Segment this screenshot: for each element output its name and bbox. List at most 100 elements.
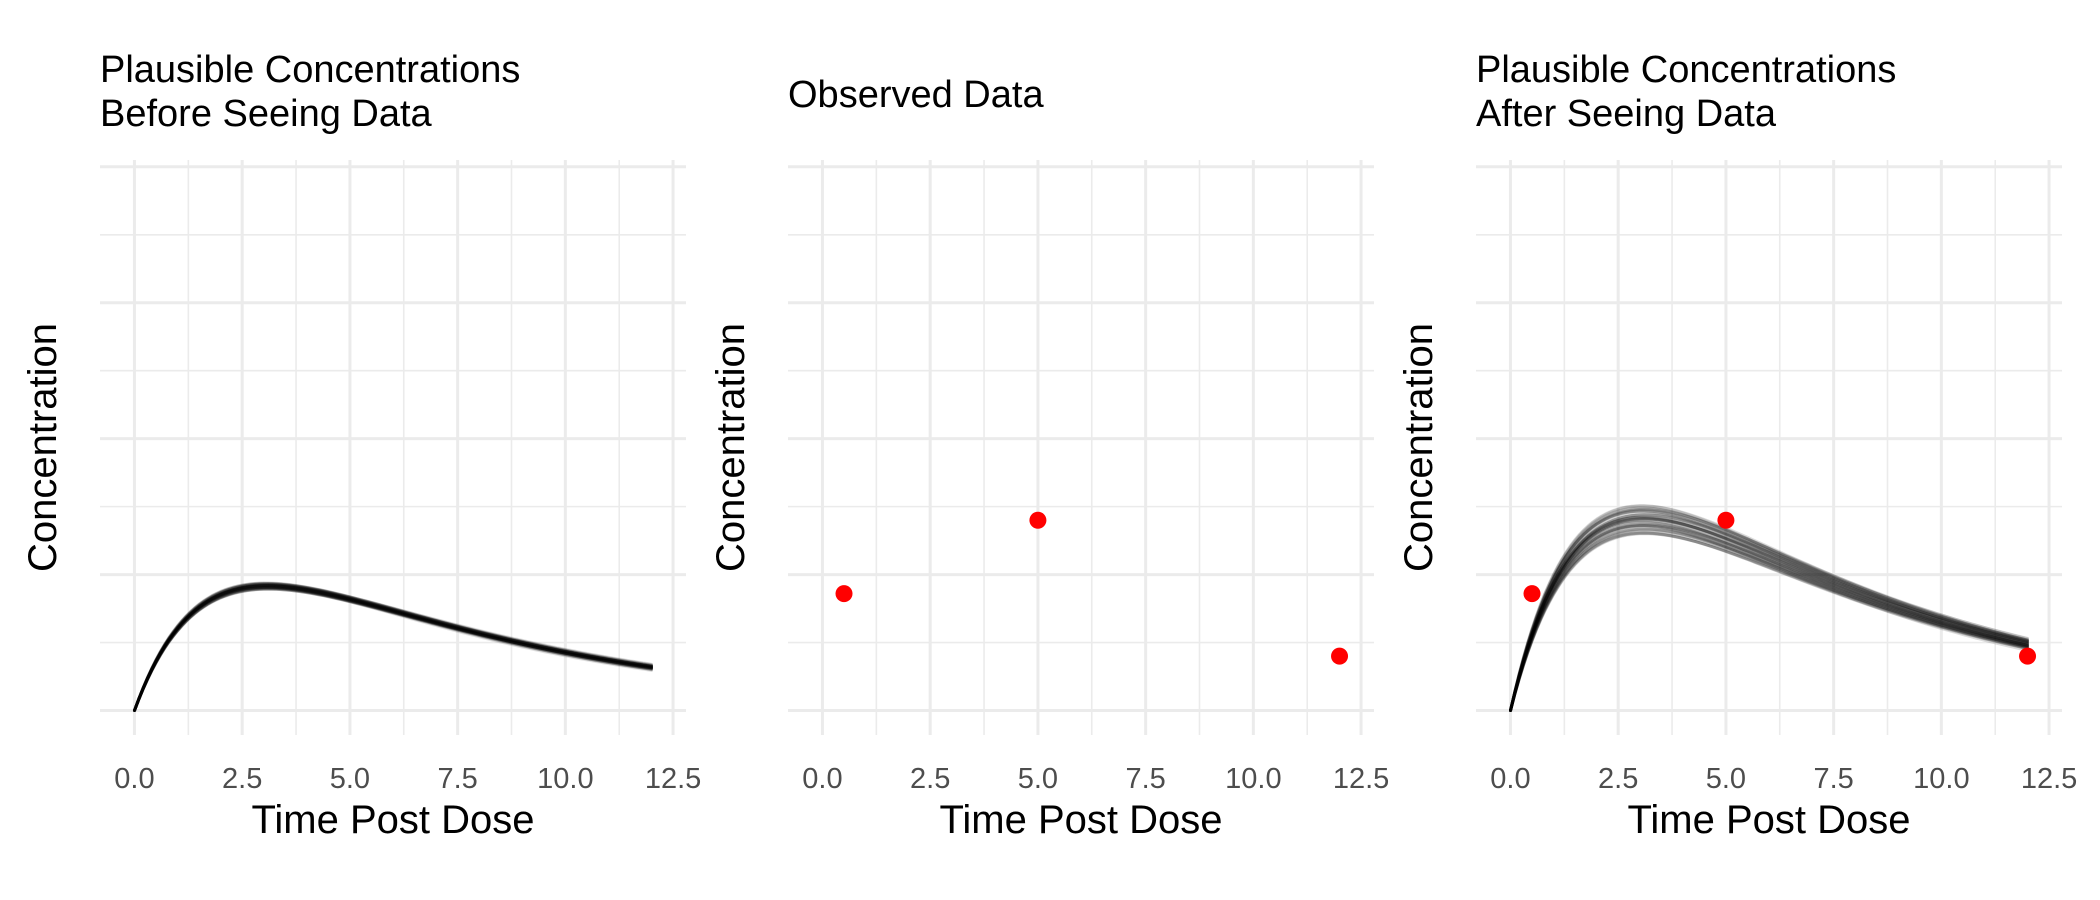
x-tick-label: 7.5 bbox=[1125, 763, 1165, 795]
concentration-curve bbox=[1509, 515, 2029, 712]
concentration-curve bbox=[133, 583, 653, 712]
panel-posterior-concentrations: 0.0 2.5 5.0 7.5 10.0 12.5 Time Post Dose Concen… bbox=[1397, 49, 2077, 842]
x-tick-label: 10.0 bbox=[1913, 763, 1969, 795]
observed-point bbox=[1717, 511, 1735, 529]
concentration-curve bbox=[133, 584, 653, 712]
x-axis-label: Time Post Dose bbox=[1627, 798, 1910, 842]
concentration-curve bbox=[133, 586, 653, 712]
curve-ensemble bbox=[1509, 504, 2029, 712]
concentration-curve bbox=[133, 584, 653, 712]
x-tick-label: 12.5 bbox=[1333, 763, 1389, 795]
y-axis-label: Concentration bbox=[709, 323, 753, 572]
concentration-curve bbox=[1509, 524, 2029, 712]
panel-prior-concentrations: 0.0 2.5 5.0 7.5 10.0 12.5 Time Post Dose Concen… bbox=[21, 49, 701, 842]
concentration-curve bbox=[1509, 531, 2029, 712]
x-tick-label: 7.5 bbox=[437, 763, 477, 795]
concentration-curve bbox=[133, 584, 653, 712]
concentration-curve bbox=[133, 587, 653, 712]
observed-point bbox=[1029, 511, 1047, 529]
concentration-curve bbox=[133, 586, 653, 712]
x-tick-label: 5.0 bbox=[1018, 763, 1058, 795]
concentration-curve bbox=[133, 583, 653, 712]
concentration-curve bbox=[133, 584, 653, 712]
panel-title-line: Observed Data bbox=[788, 74, 1044, 116]
concentration-curve bbox=[1509, 518, 2029, 712]
concentration-curve bbox=[133, 582, 653, 712]
concentration-curve bbox=[1509, 517, 2029, 712]
concentration-curve bbox=[1509, 531, 2029, 712]
concentration-curve bbox=[133, 582, 653, 712]
concentration-curve bbox=[1509, 524, 2029, 712]
concentration-curve bbox=[1509, 524, 2029, 712]
concentration-curve bbox=[1509, 524, 2029, 712]
x-tick-labels: 0.0 2.5 5.0 7.5 10.0 12.5 bbox=[802, 763, 1389, 795]
observed-point bbox=[1331, 647, 1349, 665]
concentration-curve bbox=[1509, 527, 2029, 712]
concentration-curve bbox=[1509, 506, 2029, 712]
concentration-curve bbox=[1509, 515, 2029, 712]
concentration-curve bbox=[1509, 513, 2029, 712]
observed-point bbox=[835, 585, 853, 603]
panel-title: Observed Data bbox=[788, 74, 1044, 116]
concentration-curve bbox=[1509, 521, 2029, 712]
concentration-curve bbox=[133, 583, 653, 712]
observed-points bbox=[1523, 511, 2037, 665]
concentration-curve bbox=[1509, 531, 2029, 712]
x-tick-label: 12.5 bbox=[645, 763, 701, 795]
concentration-curve bbox=[1509, 509, 2029, 712]
concentration-curve bbox=[1509, 522, 2029, 712]
concentration-curve bbox=[1509, 532, 2029, 712]
concentration-curve bbox=[133, 586, 653, 712]
concentration-curve bbox=[133, 583, 653, 712]
concentration-curve bbox=[133, 587, 653, 712]
concentration-curve bbox=[133, 584, 653, 712]
y-axis-label: Concentration bbox=[21, 323, 65, 572]
x-tick-label: 0.0 bbox=[1490, 763, 1530, 795]
grid bbox=[1476, 160, 2062, 735]
concentration-curve bbox=[133, 587, 653, 712]
concentration-curve bbox=[133, 585, 653, 712]
concentration-curve bbox=[133, 585, 653, 712]
concentration-curve bbox=[1509, 511, 2029, 712]
concentration-curve bbox=[133, 584, 653, 712]
concentration-curve bbox=[1509, 525, 2029, 712]
concentration-curve bbox=[133, 585, 653, 712]
observed-points bbox=[835, 511, 1349, 665]
x-tick-labels: 0.0 2.5 5.0 7.5 10.0 12.5 bbox=[114, 763, 701, 795]
observed-point bbox=[2019, 647, 2037, 665]
x-tick-label: 0.0 bbox=[114, 763, 154, 795]
concentration-curve bbox=[133, 585, 653, 712]
concentration-curve bbox=[133, 585, 653, 712]
concentration-curve bbox=[133, 585, 653, 712]
concentration-curve bbox=[133, 582, 653, 712]
x-axis-label: Time Post Dose bbox=[251, 798, 534, 842]
x-tick-label: 10.0 bbox=[537, 763, 593, 795]
concentration-curve bbox=[133, 582, 653, 712]
concentration-curve bbox=[1509, 520, 2029, 712]
x-tick-label: 2.5 bbox=[222, 763, 262, 795]
concentration-curve bbox=[1509, 516, 2029, 712]
y-axis-label: Concentration bbox=[1397, 323, 1441, 572]
concentration-curve bbox=[133, 583, 653, 712]
concentration-curve bbox=[1509, 509, 2029, 712]
concentration-curve bbox=[1509, 508, 2029, 712]
concentration-curve bbox=[1509, 504, 2029, 712]
grid bbox=[100, 160, 686, 735]
concentration-curve bbox=[1509, 529, 2029, 712]
panel-title-line: Plausible Concentrations bbox=[1476, 49, 1896, 91]
x-tick-label: 5.0 bbox=[1706, 763, 1746, 795]
concentration-curve bbox=[1509, 513, 2029, 712]
concentration-curve bbox=[1509, 519, 2029, 712]
x-tick-label: 12.5 bbox=[2021, 763, 2077, 795]
concentration-curve bbox=[133, 587, 653, 712]
concentration-curve bbox=[1509, 517, 2029, 712]
grid bbox=[788, 160, 1374, 735]
concentration-curve bbox=[133, 582, 653, 712]
panel-title-line: Plausible Concentrations bbox=[100, 49, 520, 91]
concentration-curve bbox=[133, 581, 653, 712]
x-tick-labels: 0.0 2.5 5.0 7.5 10.0 12.5 bbox=[1490, 763, 2077, 795]
observed-point bbox=[1523, 585, 1541, 603]
concentration-curve bbox=[133, 586, 653, 712]
